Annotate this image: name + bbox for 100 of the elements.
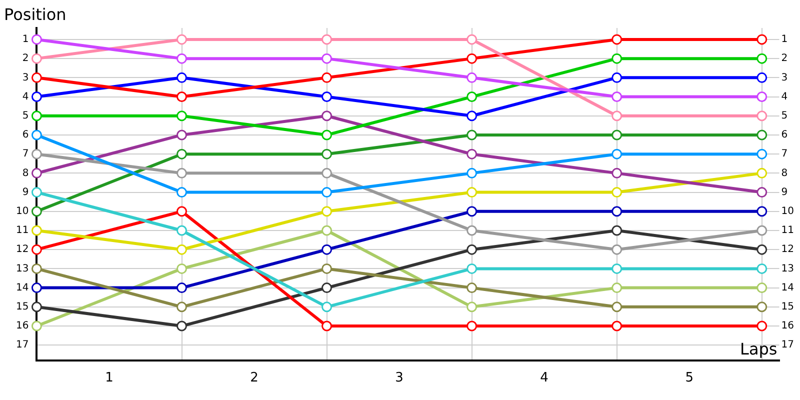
y2-tick-label: 4 — [781, 91, 788, 102]
point — [612, 53, 622, 64]
point — [756, 34, 768, 45]
y-tick-label: 5 — [22, 110, 29, 122]
point — [322, 206, 332, 217]
point — [322, 148, 332, 160]
point — [31, 225, 42, 236]
point — [322, 282, 332, 294]
point — [466, 53, 478, 64]
y-tick-label: 6 — [22, 130, 29, 141]
point — [466, 72, 478, 83]
point — [612, 110, 622, 122]
y2-tick-label: 17 — [781, 340, 794, 351]
point — [466, 302, 478, 312]
point — [322, 53, 332, 64]
point — [756, 110, 768, 122]
point — [612, 244, 622, 255]
point — [31, 53, 42, 64]
point — [612, 148, 622, 160]
y-tick-label: 16 — [16, 320, 29, 332]
point — [756, 148, 768, 160]
point — [322, 320, 332, 332]
point — [612, 72, 622, 83]
point — [756, 92, 768, 102]
point — [176, 53, 188, 64]
y2-tick-label: 14 — [781, 282, 794, 294]
point — [612, 282, 622, 294]
point — [176, 34, 188, 45]
x-axis-title: Laps — [740, 340, 778, 359]
point — [322, 110, 332, 122]
y-tick-label: 13 — [16, 263, 29, 274]
point — [31, 244, 42, 255]
point — [466, 110, 478, 122]
point — [612, 130, 622, 140]
point — [31, 34, 42, 45]
point — [322, 244, 332, 255]
point — [31, 302, 42, 312]
point — [466, 206, 478, 217]
point — [612, 92, 622, 102]
point — [612, 187, 622, 198]
point — [466, 187, 478, 198]
y2-tick-label: 15 — [781, 302, 794, 313]
point — [612, 206, 622, 217]
y2-tick-label: 11 — [781, 225, 794, 236]
point — [612, 263, 622, 274]
point — [31, 206, 42, 217]
point — [756, 244, 768, 255]
point — [322, 263, 332, 274]
y-tick-label: 7 — [22, 148, 29, 160]
y-tick-label: 3 — [22, 72, 29, 84]
y-axis-title: Position — [4, 5, 66, 24]
point — [466, 168, 478, 178]
point — [176, 130, 188, 140]
point — [466, 148, 478, 160]
point — [176, 225, 188, 236]
x-tick-label: 2 — [250, 370, 258, 386]
y-tick-label: 11 — [16, 225, 29, 236]
point — [756, 320, 768, 332]
x-tick-label: 4 — [540, 370, 548, 386]
y-tick-label: 10 — [16, 206, 29, 217]
point — [322, 225, 332, 236]
y-tick-label: 1 — [22, 34, 29, 46]
y2-tick-label: 6 — [781, 130, 788, 141]
y2-tick-label: 12 — [781, 244, 794, 256]
point — [322, 72, 332, 83]
point — [31, 148, 42, 160]
point — [756, 206, 768, 217]
point — [176, 72, 188, 83]
x-tick-label: 5 — [685, 370, 694, 386]
point — [756, 302, 768, 312]
point — [31, 187, 42, 198]
point — [612, 320, 622, 332]
point — [322, 130, 332, 140]
point — [612, 225, 622, 236]
y2-tick-label: 10 — [781, 206, 794, 217]
y2-tick-label: 2 — [781, 53, 788, 64]
point — [176, 187, 188, 198]
point — [322, 168, 332, 178]
point — [31, 282, 42, 294]
point — [322, 187, 332, 198]
point — [466, 282, 478, 294]
point — [756, 282, 768, 294]
point — [756, 53, 768, 64]
point — [31, 168, 42, 178]
point — [612, 34, 622, 45]
point — [31, 72, 42, 83]
point — [322, 34, 332, 45]
point — [466, 244, 478, 255]
point — [176, 263, 188, 274]
point — [466, 263, 478, 274]
point — [756, 225, 768, 236]
point — [612, 302, 622, 312]
point — [466, 130, 478, 140]
y2-tick-label: 1 — [781, 34, 788, 46]
y2-tick-label: 3 — [781, 72, 788, 84]
point — [31, 110, 42, 122]
point — [176, 110, 188, 122]
point — [176, 302, 188, 312]
y-tick-label: 4 — [22, 91, 29, 102]
point — [466, 320, 478, 332]
